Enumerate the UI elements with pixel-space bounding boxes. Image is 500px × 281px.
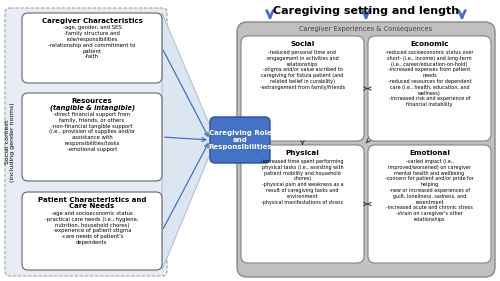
FancyBboxPatch shape — [368, 145, 491, 263]
Text: Caregiving setting and length: Caregiving setting and length — [273, 6, 459, 16]
FancyBboxPatch shape — [241, 145, 364, 263]
Text: -reduced personal time and
engagement in activities and
relationships
-stigma an: -reduced personal time and engagement in… — [260, 50, 345, 90]
FancyBboxPatch shape — [210, 117, 270, 163]
FancyBboxPatch shape — [22, 93, 162, 181]
Text: Economic: Economic — [410, 41, 449, 47]
FancyBboxPatch shape — [22, 192, 162, 270]
FancyBboxPatch shape — [22, 13, 162, 83]
Text: Care Needs: Care Needs — [70, 203, 114, 210]
Text: Caregiver Experiences & Consequences: Caregiver Experiences & Consequences — [300, 26, 432, 32]
FancyBboxPatch shape — [241, 36, 364, 141]
Text: Emotional: Emotional — [409, 150, 450, 156]
Text: -direct financial support from
family, friends, or others
-non-financial tangibl: -direct financial support from family, f… — [49, 112, 135, 152]
Text: Caregiver Characteristics: Caregiver Characteristics — [42, 18, 142, 24]
FancyBboxPatch shape — [5, 8, 167, 276]
Text: Patient Characteristics and: Patient Characteristics and — [38, 197, 146, 203]
Polygon shape — [162, 13, 210, 270]
Text: -reduced socioeconomic status over
short- (i.e., income) and long-term
(i.e., ca: -reduced socioeconomic status over short… — [385, 50, 474, 107]
Text: Caregiving Role
and
Responsibilities: Caregiving Role and Responsibilities — [208, 130, 272, 150]
Text: (tangible & intangible): (tangible & intangible) — [50, 105, 134, 111]
Text: -age and socioeconomic status
-practical care needs (i.e., hygiene,
nutrition, h: -age and socioeconomic status -practical… — [45, 211, 139, 245]
Text: Resources: Resources — [72, 98, 112, 104]
Text: -varied impact (i.e.,
improved/worsened) on caregiver
mental health and wellbein: -varied impact (i.e., improved/worsened)… — [385, 159, 474, 222]
FancyBboxPatch shape — [237, 22, 495, 277]
Text: -increased time spent performing
physical tasks (i.e., assisting with
patient mo: -increased time spent performing physica… — [261, 159, 344, 205]
Text: -age, gender, and SES
-family structure and
role/responsibilities
-relationship : -age, gender, and SES -family structure … — [48, 26, 136, 60]
Text: Social context
(including gender norms): Social context (including gender norms) — [4, 102, 16, 182]
FancyBboxPatch shape — [368, 36, 491, 141]
Text: Social: Social — [290, 41, 314, 47]
Text: Physical: Physical — [286, 150, 320, 156]
